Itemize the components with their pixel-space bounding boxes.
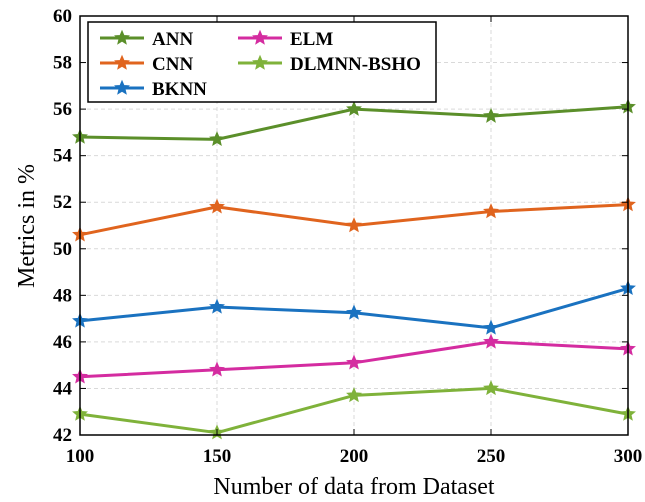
data-point — [209, 198, 225, 214]
data-point — [346, 387, 362, 403]
x-tick-label: 300 — [614, 446, 643, 467]
x-axis-label: Number of data from Dataset — [213, 474, 495, 500]
data-point — [483, 107, 499, 123]
x-tick-label: 100 — [66, 446, 95, 467]
data-point — [346, 304, 362, 320]
legend-label: ELM — [290, 29, 333, 50]
legend-swatch-marker — [114, 79, 130, 95]
legend-label: BKNN — [152, 79, 207, 100]
legend-swatch-marker — [252, 54, 268, 70]
data-point — [209, 131, 225, 147]
legend-swatch-marker — [114, 29, 130, 45]
series-cnn — [72, 196, 636, 242]
legend-label: DLMNN-BSHO — [290, 54, 421, 75]
legend-swatch-marker — [252, 29, 268, 45]
series-elm — [72, 333, 636, 384]
y-axis-label: Metrics in % — [14, 164, 40, 288]
y-tick-label: 48 — [53, 285, 72, 306]
legend-entry: DLMNN-BSHO — [238, 54, 421, 75]
legend-swatch-marker — [114, 54, 130, 70]
legend-entry: CNN — [100, 54, 193, 75]
x-tick-label: 200 — [340, 446, 369, 467]
data-point — [346, 100, 362, 116]
data-point — [209, 361, 225, 377]
series-layer — [72, 98, 636, 440]
y-tick-label: 44 — [53, 378, 73, 399]
data-point — [483, 380, 499, 396]
y-tick-label: 54 — [53, 146, 73, 167]
legend: ANN CNN BKNN ELM DLMNN-BSHO — [87, 21, 437, 103]
legend-entry: ANN — [100, 29, 193, 50]
data-point — [346, 354, 362, 370]
y-tick-label: 50 — [53, 239, 72, 260]
data-point — [483, 203, 499, 219]
data-point — [483, 319, 499, 335]
x-tick-label: 250 — [477, 446, 506, 467]
data-point — [209, 298, 225, 314]
legend-entry: BKNN — [100, 79, 207, 100]
x-tick-label: 150 — [203, 446, 232, 467]
data-point — [483, 333, 499, 349]
data-point — [346, 217, 362, 233]
y-tick-label: 46 — [53, 332, 72, 353]
y-tick-label: 42 — [53, 425, 72, 446]
legend-label: CNN — [152, 54, 193, 75]
y-tick-label: 52 — [53, 192, 72, 213]
legend-label: ANN — [152, 29, 193, 50]
y-tick-label: 58 — [53, 53, 72, 74]
axis-ticks: 42 44 46 48 50 52 54 56 58 60 100 150 200 250 300 — [53, 6, 642, 467]
y-tick-label: 56 — [53, 99, 72, 120]
y-tick-label: 60 — [53, 6, 72, 27]
legend-entry: ELM — [238, 29, 333, 50]
